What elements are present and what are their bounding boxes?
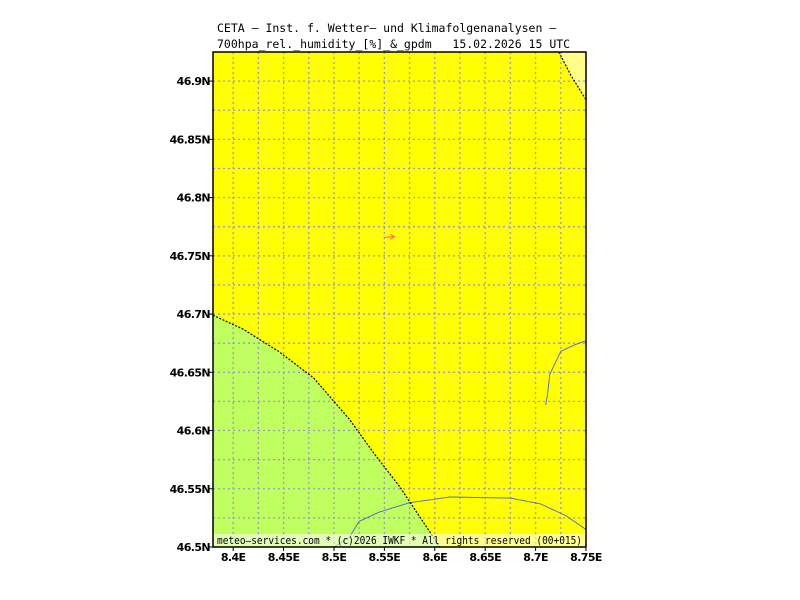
- footer-background: [214, 534, 585, 546]
- footer-credit: meteo—services.com * (c)2026 IWKF * All …: [217, 535, 582, 547]
- lat-tick-label: 46.9N: [177, 75, 211, 88]
- lat-tick-label: 46.85N: [170, 133, 211, 146]
- lon-tick-label: 8.5E: [322, 551, 347, 564]
- lat-tick-label: 46.75N: [170, 250, 211, 263]
- lat-tick-label: 46.5N: [177, 541, 211, 554]
- wind-arrow-head: [390, 233, 396, 240]
- lat-tick-label: 46.6N: [177, 425, 211, 438]
- pale-humidity-area: [558, 52, 586, 100]
- lon-tick-label: 8.7E: [523, 551, 548, 564]
- lat-tick-label: 46.7N: [177, 308, 211, 321]
- humidity-fills: [213, 52, 586, 547]
- lon-tick-label: 8.55E: [369, 551, 401, 564]
- country-borders: [333, 340, 587, 548]
- footer-group: meteo—services.com * (c)2026 IWKF * All …: [214, 534, 585, 547]
- lat-tick-label: 46.55N: [170, 483, 211, 496]
- lon-tick-label: 8.4E: [221, 551, 246, 564]
- lon-tick-label: 8.45E: [268, 551, 300, 564]
- border-line: [333, 496, 587, 548]
- lon-tick-label: 8.75E: [570, 551, 602, 564]
- lat-tick-label: 46.8N: [177, 192, 211, 205]
- map-frame: [212, 51, 587, 548]
- map-title-line-1: CETA — Inst. f. Wetter— und Klimafolgena…: [217, 21, 557, 35]
- lon-tick-label: 8.6E: [422, 551, 447, 564]
- border-line: [545, 340, 587, 405]
- lon-tick-label: 8.65E: [469, 551, 501, 564]
- map-title-line-2: 700hpa_rel._humidity_[%]_&_gpdm 15.02.20…: [217, 37, 571, 51]
- axis-ticks: 8.4E 8.45E 8.5E 8.55E 8.6E 8.65E 8.7E 8.75E 46.5…: [170, 75, 603, 564]
- contour-line: [212, 314, 441, 548]
- wind-arrow: [384, 236, 395, 238]
- lat-tick-label: 46.65N: [170, 366, 211, 379]
- wind-arrow-group: [384, 233, 396, 240]
- contour-line: [558, 51, 587, 101]
- humidity-contours: [212, 51, 587, 548]
- lat-lon-grid: [213, 52, 586, 547]
